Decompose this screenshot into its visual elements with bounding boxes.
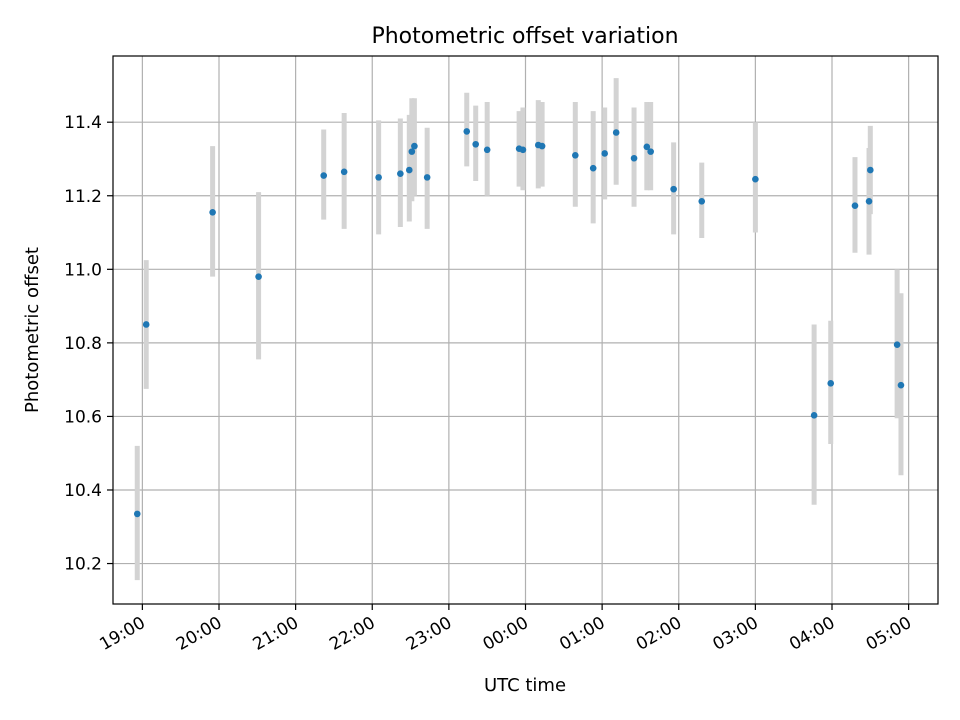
data-point — [255, 273, 262, 280]
data-point — [320, 172, 328, 179]
x-tick-label: 23:00 — [403, 613, 455, 655]
x-tick-label: 19:00 — [96, 613, 148, 655]
x-tick-label: 02:00 — [633, 613, 685, 655]
y-tick-label: 10.2 — [64, 555, 102, 575]
data-point — [397, 170, 404, 177]
data-point — [612, 129, 620, 136]
data-point — [133, 510, 141, 518]
data-point — [698, 197, 706, 205]
data-point — [589, 164, 597, 172]
data-point — [752, 175, 759, 183]
data-points — [133, 128, 905, 518]
data-point — [897, 381, 905, 389]
x-tick-label: 22:00 — [326, 613, 378, 655]
x-tick-label: 01:00 — [556, 613, 608, 655]
data-point — [630, 154, 638, 162]
data-point — [810, 412, 818, 419]
data-point — [423, 174, 431, 181]
x-tick-label: 00:00 — [480, 613, 532, 655]
y-tick-label: 10.4 — [64, 481, 102, 501]
data-point — [405, 166, 413, 174]
y-tick-label: 10.8 — [64, 334, 102, 354]
error-bars — [134, 78, 904, 581]
grid-lines — [113, 56, 938, 604]
data-point — [851, 202, 859, 209]
y-tick-label: 11.2 — [64, 187, 102, 207]
data-point — [408, 148, 416, 155]
data-point — [827, 380, 835, 387]
data-point — [893, 341, 901, 349]
y-tick-label: 11.4 — [64, 113, 102, 133]
chart-title: Photometric offset variation — [371, 24, 678, 49]
data-point — [601, 150, 608, 157]
data-point — [519, 146, 527, 154]
y-axis-label: Photometric offset — [22, 247, 43, 413]
data-point — [647, 148, 654, 155]
x-tick-label: 04:00 — [786, 613, 838, 655]
data-point — [483, 146, 491, 154]
data-point — [643, 143, 651, 151]
data-point — [538, 142, 546, 150]
data-point — [867, 166, 874, 174]
data-point — [142, 321, 150, 328]
data-point — [670, 185, 677, 193]
y-tick-label: 10.6 — [64, 407, 102, 427]
x-tick-label: 21:00 — [250, 613, 302, 655]
data-point — [340, 168, 348, 176]
data-point — [463, 128, 471, 135]
data-point — [411, 142, 418, 150]
x-tick-label: 03:00 — [709, 613, 761, 655]
y-tick-label: 11.0 — [64, 260, 102, 280]
data-point — [472, 140, 479, 148]
x-tick-label: 05:00 — [863, 613, 915, 655]
data-point — [209, 209, 216, 216]
data-point — [375, 174, 382, 181]
x-tick-label: 20:00 — [173, 613, 225, 655]
x-axis-label: UTC time — [484, 675, 566, 696]
data-point — [572, 152, 579, 159]
data-point — [865, 197, 873, 205]
